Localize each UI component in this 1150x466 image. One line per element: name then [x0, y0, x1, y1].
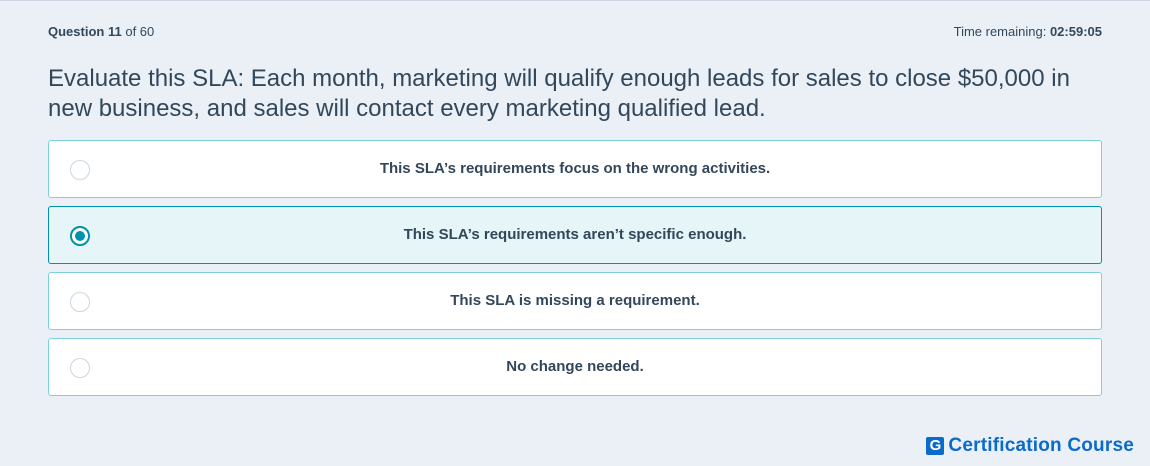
- time-value: 02:59:05: [1049, 24, 1102, 39]
- time-remaining: Time remaining: 02:59:05: [954, 24, 1102, 40]
- answer-option-1[interactable]: This SLA’s requirements focus on the wro…: [48, 140, 1102, 198]
- radio-button-icon[interactable]: [70, 358, 90, 378]
- answer-option-4[interactable]: No change needed.: [48, 338, 1102, 396]
- radio-button-selected-icon[interactable]: [70, 226, 90, 246]
- answer-option-label: This SLA’s requirements focus on the wro…: [379, 160, 771, 177]
- radio-button-icon[interactable]: [70, 160, 90, 180]
- g-logo-icon: G: [926, 437, 945, 455]
- brand-logo: G Certification Course: [926, 435, 1134, 457]
- answer-option-label: This SLA is missing a requirement.: [450, 292, 700, 309]
- answer-option-2[interactable]: This SLA’s requirements aren’t specific …: [48, 206, 1102, 264]
- question-text: Evaluate this SLA: Each month, marketing…: [48, 65, 1070, 122]
- question-total: of 60: [125, 24, 155, 39]
- top-divider: [0, 0, 1150, 1]
- radio-button-icon[interactable]: [70, 292, 90, 312]
- time-label: Time remaining:: [953, 24, 1047, 39]
- answer-option-label: This SLA’s requirements aren’t specific …: [403, 226, 747, 243]
- question-number: 11: [107, 24, 122, 39]
- question-label: Question: [48, 24, 105, 39]
- answer-option-label: No change needed.: [506, 358, 644, 375]
- question-counter: Question 11 of 60: [48, 24, 154, 40]
- brand-name: Certification Course: [948, 435, 1134, 456]
- answer-option-3[interactable]: This SLA is missing a requirement.: [48, 272, 1102, 330]
